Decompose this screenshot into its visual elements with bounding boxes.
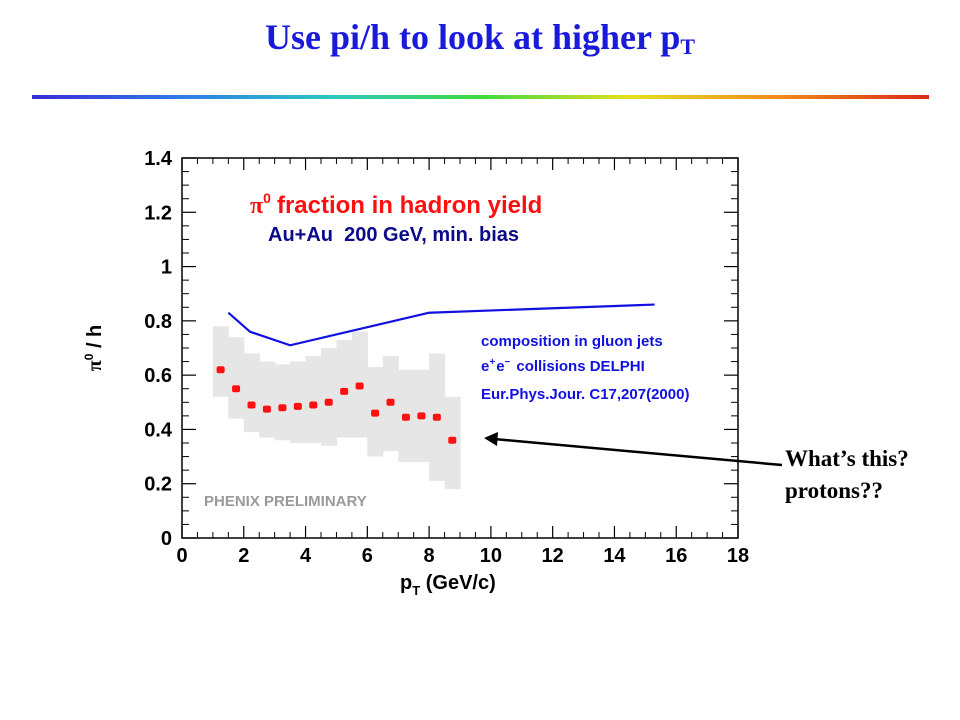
data-point bbox=[448, 436, 457, 444]
legend-line-2-text: collisions DELPHI bbox=[516, 358, 644, 375]
data-point bbox=[340, 387, 349, 395]
callout-arrowhead bbox=[484, 432, 498, 446]
data-point bbox=[232, 385, 241, 393]
data-point bbox=[386, 398, 395, 406]
systematic-band bbox=[259, 361, 276, 438]
chart-title-text: fraction in hadron yield bbox=[277, 192, 542, 219]
legend-electron-2: e bbox=[496, 358, 504, 375]
chart-title-superscript: 0 bbox=[263, 190, 271, 206]
x-tick-label: 18 bbox=[727, 545, 749, 567]
y-tick-label: 0.4 bbox=[144, 419, 173, 441]
title-rule bbox=[32, 95, 929, 99]
systematic-band bbox=[228, 337, 245, 419]
y-axis-title-symbol: π bbox=[84, 360, 106, 371]
systematic-band bbox=[243, 353, 260, 433]
x-tick-label: 14 bbox=[603, 545, 626, 567]
legend-line-2: e+e− collisions DELPHI bbox=[481, 357, 645, 375]
legend-line-3: Eur.Phys.Jour. C17,207(2000) bbox=[481, 386, 689, 403]
systematic-band bbox=[305, 356, 322, 443]
legend-electron: e bbox=[481, 358, 489, 375]
x-axis-title-subscript: T bbox=[412, 583, 420, 598]
data-point bbox=[355, 382, 364, 390]
data-point bbox=[417, 412, 426, 420]
slide-title-subscript: T bbox=[680, 34, 696, 59]
callout-line-2: protons?? bbox=[785, 478, 883, 503]
callout-arrow-line bbox=[493, 437, 783, 467]
slide-title-text: Use pi/h to look at higher p bbox=[264, 17, 681, 57]
y-axis-title: π0 / h bbox=[82, 325, 106, 372]
systematic-band bbox=[274, 364, 291, 441]
data-point bbox=[371, 409, 380, 417]
data-point bbox=[262, 405, 271, 413]
x-tick-label: 4 bbox=[300, 545, 312, 567]
gluon-jet-composition-line bbox=[227, 303, 655, 347]
data-point bbox=[309, 401, 318, 409]
systematic-band bbox=[212, 326, 229, 397]
x-axis-title: pT (GeV/c) bbox=[400, 572, 496, 598]
data-point bbox=[401, 413, 410, 421]
callout-text: What’s this? protons?? bbox=[785, 443, 909, 507]
y-tick-label: 0 bbox=[161, 528, 172, 550]
y-tick-label: 0.6 bbox=[144, 365, 172, 387]
x-tick-label: 2 bbox=[238, 545, 249, 567]
systematic-band bbox=[321, 348, 338, 446]
chart-title-symbol: π bbox=[250, 193, 263, 219]
y-tick-label: 0.2 bbox=[144, 474, 172, 496]
y-axis-title-superscript: 0 bbox=[82, 353, 96, 360]
slide-title: Use pi/h to look at higher pT bbox=[0, 16, 960, 60]
chart-title: π0 fraction in hadron yield bbox=[250, 190, 542, 219]
y-tick-label: 0.8 bbox=[144, 311, 172, 333]
x-tick-label: 12 bbox=[542, 545, 564, 567]
x-tick-label: 10 bbox=[480, 545, 502, 567]
data-point bbox=[432, 413, 441, 421]
data-point bbox=[247, 401, 256, 409]
data-point bbox=[216, 366, 225, 374]
y-tick-label: 1.4 bbox=[144, 148, 173, 170]
legend-line-1: composition in gluon jets bbox=[481, 333, 663, 350]
x-tick-label: 8 bbox=[424, 545, 435, 567]
legend-minus: − bbox=[505, 357, 511, 368]
legend-plus: + bbox=[489, 357, 495, 368]
x-axis-title-rest: (GeV/c) bbox=[420, 572, 496, 594]
y-axis-title-rest: / h bbox=[84, 325, 106, 354]
data-point bbox=[278, 404, 287, 412]
systematic-band bbox=[290, 361, 307, 443]
x-tick-label: 16 bbox=[665, 545, 687, 567]
x-tick-label: 6 bbox=[362, 545, 373, 567]
x-axis-title-main: p bbox=[400, 572, 412, 594]
chart-subtitle: Au+Au 200 GeV, min. bias bbox=[268, 224, 519, 246]
y-tick-label: 1 bbox=[161, 257, 172, 279]
x-tick-label: 0 bbox=[176, 545, 187, 567]
watermark: PHENIX PRELIMINARY bbox=[204, 493, 367, 510]
data-point bbox=[324, 398, 333, 406]
callout-line-1: What’s this? bbox=[785, 446, 909, 471]
data-point bbox=[293, 402, 302, 410]
y-tick-label: 1.2 bbox=[144, 202, 172, 224]
